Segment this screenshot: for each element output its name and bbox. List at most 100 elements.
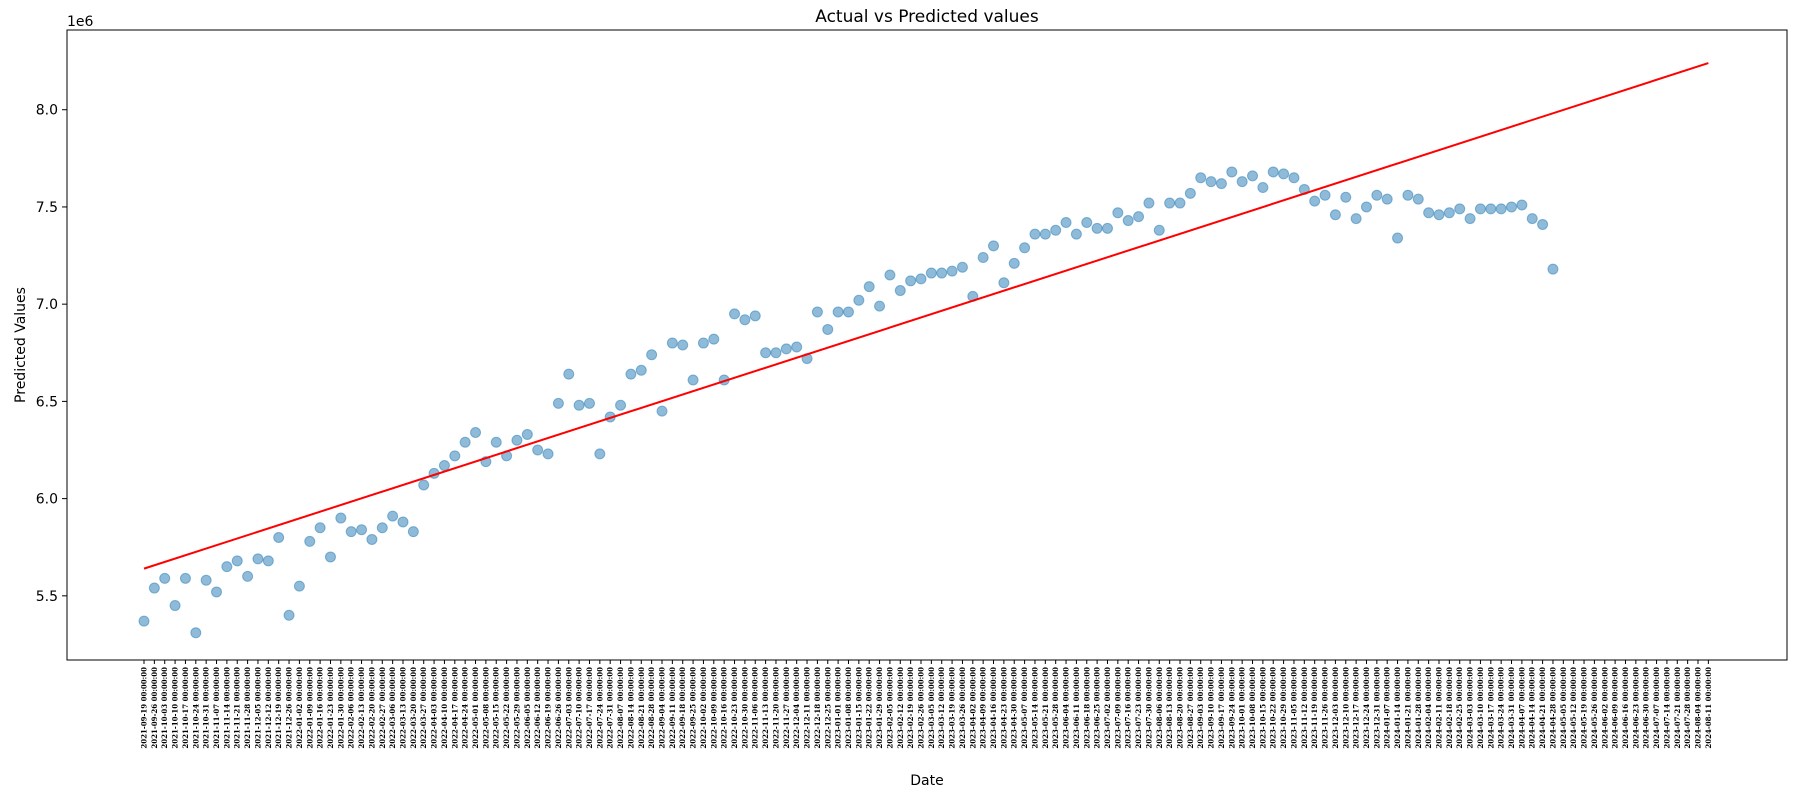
data-point	[697, 337, 709, 349]
x-tick-label: 2024-05-12 00:00:00	[1569, 667, 1578, 749]
x-tick-label: 2023-08-27 00:00:00	[1186, 667, 1195, 749]
x-tick-label: 2022-07-24 00:00:00	[595, 667, 604, 749]
x-tick-label: 2024-04-14 00:00:00	[1528, 667, 1537, 749]
x-tick-label: 2024-04-28 00:00:00	[1548, 667, 1557, 749]
data-point	[853, 294, 865, 306]
x-tick-label: 2022-10-23 00:00:00	[730, 667, 739, 749]
x-tick-label: 2024-06-30 00:00:00	[1642, 667, 1651, 749]
data-point	[324, 551, 336, 563]
x-tick-label: 2023-06-25 00:00:00	[1093, 667, 1102, 749]
data-point	[1495, 203, 1507, 215]
data-point	[1526, 213, 1538, 225]
x-tick-label: 2024-02-25 00:00:00	[1455, 667, 1464, 749]
x-tick-label: 2022-08-07 00:00:00	[616, 667, 625, 749]
chart-title: Actual vs Predicted values	[815, 7, 1039, 27]
data-point	[1506, 201, 1518, 213]
data-point	[366, 533, 378, 545]
data-point	[1485, 203, 1497, 215]
x-tick-label: 2022-07-10 00:00:00	[575, 667, 584, 749]
x-tick-label: 2022-02-13 00:00:00	[357, 667, 366, 749]
data-point	[1060, 217, 1072, 228]
data-point	[231, 555, 243, 567]
data-point	[449, 450, 461, 462]
data-point	[884, 269, 896, 281]
x-tick-label: 2022-01-30 00:00:00	[336, 667, 345, 749]
data-point	[1133, 211, 1145, 223]
x-tick-label: 2024-07-21 00:00:00	[1673, 667, 1682, 749]
x-tick-label: 2023-02-26 00:00:00	[917, 667, 926, 749]
x-tick-label: 2023-04-23 00:00:00	[999, 667, 1008, 749]
x-tick-label: 2022-11-27 00:00:00	[782, 667, 791, 749]
data-point	[1340, 191, 1352, 203]
scatter-series	[138, 166, 1559, 639]
x-tick-label: 2023-06-11 00:00:00	[1072, 667, 1081, 749]
data-point	[1433, 209, 1445, 221]
x-tick-label: 2024-02-11 00:00:00	[1435, 667, 1444, 749]
x-tick-label: 2024-07-07 00:00:00	[1652, 667, 1661, 749]
data-point	[832, 306, 844, 318]
y-axis: 5.5 6.0 6.5 7.0 7.5 8.0	[36, 103, 67, 605]
x-tick-label: 2022-01-09 00:00:00	[305, 667, 314, 749]
x-tick-label: 2022-04-10 00:00:00	[440, 667, 449, 749]
data-point	[874, 300, 886, 312]
data-point	[314, 522, 326, 534]
data-point	[1070, 228, 1082, 240]
x-tick-label: 2022-02-06 00:00:00	[347, 667, 356, 749]
y-tick-label: 7.5	[36, 200, 58, 216]
data-point	[749, 310, 761, 322]
data-point	[511, 434, 523, 446]
x-tick-label: 2023-12-10 00:00:00	[1341, 667, 1350, 749]
data-point	[356, 524, 368, 536]
data-point	[811, 306, 823, 318]
x-axis-label: Date	[910, 773, 943, 789]
data-point	[646, 349, 658, 361]
x-tick-label: 2023-02-12 00:00:00	[896, 667, 905, 749]
data-point	[1319, 189, 1331, 201]
x-tick-label: 2021-09-26 00:00:00	[150, 667, 159, 749]
x-tick-label: 2023-01-01 00:00:00	[834, 667, 843, 749]
x-tick-label: 2023-09-03 00:00:00	[1196, 667, 1205, 749]
data-point	[956, 261, 968, 273]
x-tick-label: 2021-10-10 00:00:00	[171, 667, 180, 749]
data-point	[252, 553, 264, 565]
data-point	[1288, 172, 1300, 184]
data-point	[1122, 215, 1134, 227]
x-tick-label: 2022-11-20 00:00:00	[771, 667, 780, 749]
x-tick-label: 2023-01-29 00:00:00	[875, 667, 884, 749]
x-tick-label: 2022-12-11 00:00:00	[803, 667, 812, 749]
y-tick-label: 5.5	[36, 589, 58, 605]
data-point	[1205, 176, 1217, 188]
x-tick-label: 2023-04-09 00:00:00	[979, 667, 988, 749]
data-point	[1474, 203, 1486, 215]
data-point	[1029, 228, 1041, 240]
data-point	[1371, 189, 1383, 201]
x-tick-label: 2022-07-17 00:00:00	[585, 667, 594, 749]
x-tick-label: 2024-07-14 00:00:00	[1662, 667, 1671, 749]
data-point	[459, 436, 471, 448]
x-tick-label: 2023-12-17 00:00:00	[1352, 667, 1361, 749]
data-point	[211, 586, 223, 598]
data-point	[262, 555, 274, 567]
data-point	[273, 532, 285, 543]
x-tick-label: 2022-12-25 00:00:00	[823, 667, 832, 749]
data-point	[293, 580, 305, 592]
data-point	[729, 308, 741, 320]
x-tick-label: 2023-09-17 00:00:00	[1217, 667, 1226, 749]
data-point	[407, 526, 419, 538]
y-tick-label: 7.0	[36, 297, 58, 313]
x-tick-label: 2023-05-07 00:00:00	[1020, 667, 1029, 749]
x-tick-label: 2022-08-21 00:00:00	[637, 667, 646, 749]
x-tick-label: 2022-06-05 00:00:00	[523, 667, 532, 749]
x-tick-label: 2024-03-17 00:00:00	[1486, 667, 1495, 749]
x-tick-label: 2024-06-16 00:00:00	[1621, 667, 1630, 749]
x-tick-label: 2024-03-10 00:00:00	[1476, 667, 1485, 749]
x-tick-label: 2023-04-16 00:00:00	[989, 667, 998, 749]
data-point	[625, 368, 637, 380]
x-tick-label: 2024-08-11 00:00:00	[1704, 667, 1713, 749]
x-tick-label: 2021-12-12 00:00:00	[264, 667, 273, 749]
x-tick-label: 2022-07-03 00:00:00	[564, 667, 573, 749]
x-tick-label: 2022-05-22 00:00:00	[502, 667, 511, 749]
x-tick-label: 2023-11-26 00:00:00	[1321, 667, 1330, 749]
x-tick-label: 2023-10-22 00:00:00	[1269, 667, 1278, 749]
